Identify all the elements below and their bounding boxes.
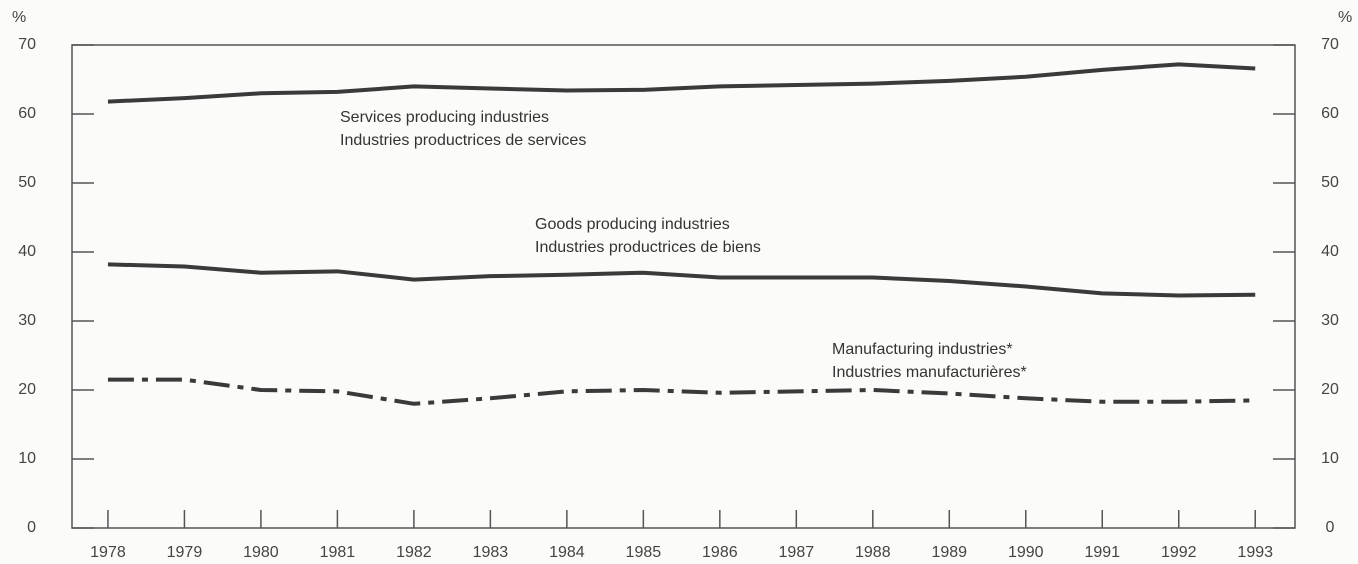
x-tick-label: 1979 <box>167 544 203 561</box>
x-tick-label: 1985 <box>626 544 662 561</box>
y-tick-label: 30 <box>18 312 36 329</box>
x-tick-label: 1989 <box>931 544 967 561</box>
y-tick-label: 0 <box>27 519 36 536</box>
y-tick-label: 50 <box>18 174 36 191</box>
series-label: Industries productrices de services <box>340 132 586 149</box>
x-tick-label: 1993 <box>1237 544 1273 561</box>
y-tick-label: 40 <box>18 243 36 260</box>
series-line <box>107 377 1256 406</box>
x-tick-label: 1990 <box>1008 544 1044 561</box>
x-tick-label: 1980 <box>243 544 279 561</box>
x-tick-label: 1984 <box>549 544 585 561</box>
series-line <box>107 62 1256 104</box>
series-label: Industries productrices de biens <box>535 239 761 256</box>
x-tick-label: 1992 <box>1161 544 1197 561</box>
x-tick-label: 1987 <box>779 544 815 561</box>
y2-tick-label: 60 <box>1321 105 1339 122</box>
y-tick-label: 10 <box>18 450 36 467</box>
plot-frame <box>71 44 1296 529</box>
y2-tick-label: 20 <box>1321 381 1339 398</box>
x-tick-label: 1991 <box>1084 544 1120 561</box>
y-tick-label: 70 <box>18 36 36 53</box>
y2-tick-label: 10 <box>1321 450 1339 467</box>
x-tick-label: 1978 <box>90 544 126 561</box>
y-tick-label: 60 <box>18 105 36 122</box>
y2-tick-label: 0 <box>1326 519 1335 536</box>
y2-unit: % <box>1338 9 1352 26</box>
y2-tick-label: 50 <box>1321 174 1339 191</box>
series-label: Manufacturing industries* <box>832 341 1013 358</box>
series-line <box>107 262 1256 298</box>
y-tick-label: 20 <box>18 381 36 398</box>
y-unit: % <box>12 9 26 26</box>
y2-tick-label: 70 <box>1321 36 1339 53</box>
x-tick-label: 1988 <box>855 544 891 561</box>
x-tick-label: 1982 <box>396 544 432 561</box>
y2-tick-label: 40 <box>1321 243 1339 260</box>
series-label: Industries manufacturières* <box>832 364 1027 381</box>
series-label: Goods producing industries <box>535 216 730 233</box>
y2-tick-label: 30 <box>1321 312 1339 329</box>
x-tick-label: 1983 <box>473 544 509 561</box>
x-tick-label: 1986 <box>702 544 738 561</box>
series-label: Services producing industries <box>340 109 549 126</box>
x-tick-label: 1981 <box>320 544 356 561</box>
